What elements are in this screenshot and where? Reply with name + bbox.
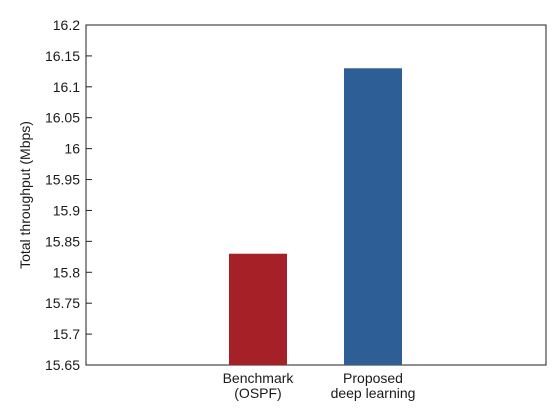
y-tick-label: 15.7 [53,326,80,342]
y-axis-ticks: 15.65 15.7 15.75 15.8 15.85 15.9 15.95 16 16.05 1… [45,17,92,373]
x-category-label: Proposed [343,370,403,386]
bars [229,68,402,365]
plot-frame [85,24,547,366]
x-category-label: deep learning [331,385,416,401]
x-category-label: Benchmark [223,370,295,386]
y-tick-label: 15.9 [53,202,80,218]
y-tick-label: 15.75 [45,295,80,311]
y-axis-title: Total throughput (Mbps) [17,121,33,269]
y-tick-label: 15.65 [45,357,80,373]
y-tick-label: 15.85 [45,233,80,249]
bar-1 [344,68,402,365]
y-tick-label: 16.1 [53,79,80,95]
y-tick-label: 15.8 [53,264,80,280]
y-tick-label: 16 [64,141,80,157]
x-category-label: (OSPF) [234,385,281,401]
y-tick-label: 15.95 [45,172,80,188]
y-tick-label: 16.15 [45,48,80,64]
y-tick-label: 16.05 [45,110,80,126]
bar-0 [229,253,287,365]
y-tick-label: 16.2 [53,17,80,33]
